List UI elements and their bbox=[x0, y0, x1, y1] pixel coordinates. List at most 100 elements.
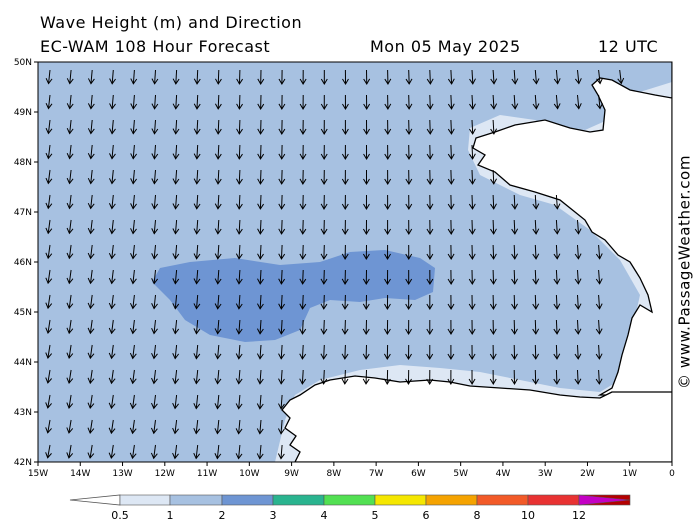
legend-label: 5 bbox=[372, 509, 379, 522]
wave-arrow bbox=[172, 394, 179, 410]
wave-arrow bbox=[66, 419, 74, 434]
wave-arrow bbox=[130, 119, 138, 135]
wave-arrow bbox=[257, 269, 264, 285]
wave-arrow bbox=[532, 269, 540, 285]
wave-arrow bbox=[384, 294, 391, 310]
wave-arrow bbox=[172, 369, 180, 385]
wave-arrow bbox=[489, 344, 497, 360]
wave-arrow bbox=[574, 319, 582, 335]
wave-arrow bbox=[151, 294, 158, 310]
wave-arrow bbox=[235, 294, 243, 310]
wave-arrow bbox=[405, 244, 413, 260]
wave-arrow bbox=[214, 394, 222, 410]
wave-arrow bbox=[532, 244, 540, 260]
legend-swatch bbox=[527, 494, 580, 506]
wave-map: 50N 49N 48N 47N 46N 45N 44N 43N 42N 15W 14W 13W 12W… bbox=[14, 58, 675, 479]
wave-direction-arrows bbox=[45, 69, 625, 460]
legend-label: 10 bbox=[521, 509, 535, 522]
wave-arrow bbox=[468, 319, 476, 335]
lon-tick-label: 15W bbox=[28, 469, 48, 479]
wave-arrow bbox=[66, 69, 74, 85]
wave-arrow bbox=[235, 244, 243, 260]
wave-arrow bbox=[468, 144, 476, 160]
color-legend: 0.5 1 2 3 4 5 6 8 10 12 bbox=[69, 494, 631, 522]
wave-arrow bbox=[87, 69, 95, 85]
wave-arrow bbox=[532, 294, 540, 310]
wave-arrow bbox=[172, 119, 180, 135]
wave-arrow bbox=[278, 344, 285, 360]
wave-arrow bbox=[278, 219, 286, 235]
wave-arrow bbox=[299, 194, 307, 210]
wave-arrow bbox=[214, 244, 222, 260]
wave-arrow bbox=[172, 294, 180, 310]
wave-arrow bbox=[151, 269, 159, 285]
legend-label: 6 bbox=[423, 509, 430, 522]
wave-arrow bbox=[193, 194, 201, 210]
wave-arrow bbox=[299, 319, 307, 335]
lon-tick-label: 5W bbox=[453, 469, 468, 479]
wave-arrow bbox=[45, 319, 53, 335]
wave-arrow bbox=[193, 69, 201, 85]
wave-arrow bbox=[214, 444, 222, 460]
copyright-notice: © www.PassageWeather.com bbox=[674, 148, 694, 398]
wave-arrow bbox=[108, 344, 116, 360]
lat-tick-label: 43N bbox=[14, 408, 32, 418]
wave-arrow bbox=[87, 344, 95, 360]
lon-tick-label: 8W bbox=[327, 469, 342, 479]
wave-arrow bbox=[384, 319, 391, 335]
wave-arrow bbox=[511, 294, 518, 310]
wave-arrow bbox=[447, 294, 455, 310]
wave-arrow bbox=[87, 269, 95, 285]
wave-arrow bbox=[108, 294, 116, 310]
wave-arrow bbox=[109, 69, 116, 85]
wave-arrow bbox=[256, 444, 264, 460]
wave-arrow bbox=[595, 319, 603, 335]
wave-arrow bbox=[45, 419, 52, 434]
wave-arrow bbox=[278, 269, 286, 285]
wave-arrow bbox=[553, 344, 561, 360]
wave-arrow bbox=[45, 344, 53, 359]
wave-arrow bbox=[214, 294, 222, 310]
wave-arrow bbox=[256, 394, 264, 410]
wave-arrow bbox=[172, 244, 180, 260]
wave-arrow bbox=[256, 419, 264, 435]
wave-arrow bbox=[109, 119, 116, 135]
wave-arrow bbox=[320, 319, 328, 335]
wave-arrow bbox=[87, 194, 95, 210]
wave-arrow bbox=[130, 244, 137, 260]
wave-arrow bbox=[130, 269, 137, 285]
wave-arrow bbox=[130, 219, 137, 235]
legend-label: 1 bbox=[167, 509, 174, 522]
wave-arrow bbox=[150, 419, 158, 435]
wave-arrow bbox=[447, 219, 455, 235]
lat-tick-label: 46N bbox=[14, 258, 32, 268]
wave-arrow bbox=[489, 294, 497, 310]
wave-arrow bbox=[278, 169, 286, 185]
wave-arrow bbox=[426, 94, 434, 110]
wave-arrow bbox=[447, 344, 455, 360]
wave-arrow bbox=[532, 69, 540, 85]
wave-arrow bbox=[384, 269, 391, 285]
wave-arrow bbox=[214, 119, 222, 135]
wave-arrow bbox=[384, 144, 392, 160]
wave-arrow bbox=[87, 219, 95, 235]
wave-arrow bbox=[490, 169, 497, 185]
wave-arrow bbox=[363, 119, 371, 135]
wave-arrow bbox=[45, 444, 52, 459]
wave-arrow bbox=[447, 319, 455, 335]
wave-arrow bbox=[172, 419, 179, 435]
wave-arrow bbox=[490, 219, 497, 235]
wave-arrow bbox=[405, 294, 413, 310]
wave-arrow bbox=[405, 319, 413, 335]
lon-tick-label: 6W bbox=[411, 469, 426, 479]
legend-label: 4 bbox=[321, 509, 328, 522]
wave-arrow bbox=[426, 294, 434, 310]
wave-arrow bbox=[87, 94, 95, 110]
wave-arrow bbox=[66, 169, 74, 185]
lon-tick-label: 4W bbox=[496, 469, 511, 479]
wave-arrow bbox=[66, 344, 74, 360]
wave-arrow bbox=[553, 194, 561, 210]
wave-arrow bbox=[469, 94, 476, 110]
wave-arrow bbox=[172, 194, 180, 210]
wave-arrow bbox=[257, 69, 265, 85]
